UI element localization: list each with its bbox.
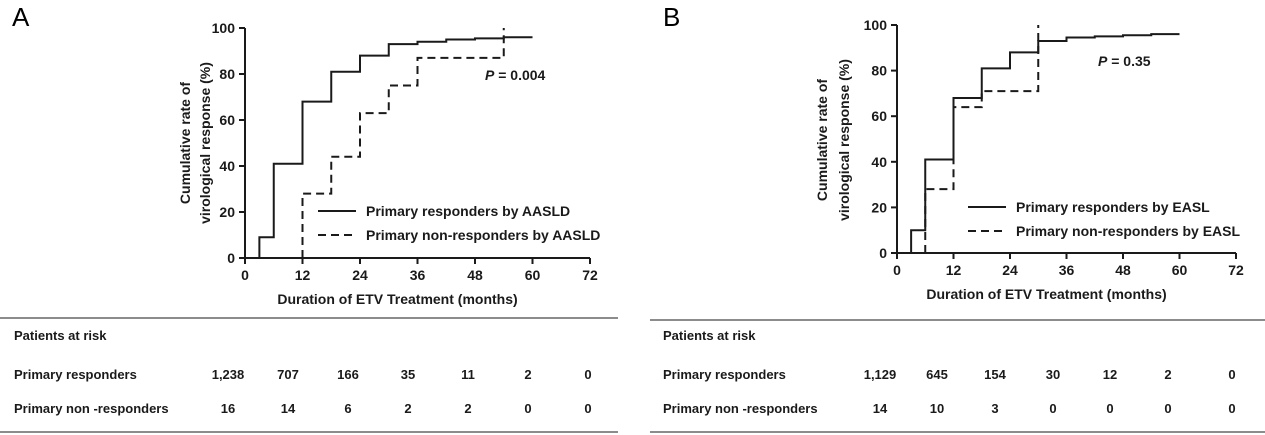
x-tick-label: 60 (1172, 262, 1188, 278)
risk-cell: 166 (337, 367, 359, 382)
risk-cell: 0 (584, 367, 591, 382)
risk-cell: 1,129 (864, 367, 897, 382)
x-tick-label: 0 (893, 262, 901, 278)
risk-cell: 2 (1164, 367, 1171, 382)
risk-cell: 0 (524, 401, 531, 416)
y-axis-title-line-1: Cumulative rate of (177, 82, 193, 204)
risk-cell: 14 (873, 401, 888, 416)
y-tick-label: 0 (227, 250, 235, 266)
x-tick-label: 36 (410, 267, 426, 283)
x-tick-label: 48 (467, 267, 483, 283)
x-tick-label: 24 (352, 267, 368, 283)
x-tick-label: 12 (946, 262, 962, 278)
risk-cell: 6 (344, 401, 351, 416)
legend-entry: Primary responders by AASLD (366, 203, 570, 219)
risk-cell: 11 (461, 367, 475, 382)
risk-cell: 154 (984, 367, 1006, 382)
risk-cell: 0 (584, 401, 591, 416)
legend-entry: Primary responders by EASL (1016, 199, 1210, 215)
risk-cell: 14 (281, 401, 296, 416)
x-axis-title: Duration of ETV Treatment (months) (926, 286, 1166, 302)
y-tick-label: 100 (864, 17, 888, 33)
risk-table: Patients at risk Primary responders 1,129 6… (650, 319, 1265, 433)
risk-cell: 3 (991, 401, 998, 416)
y-tick-label: 80 (219, 66, 235, 82)
y-tick-label: 40 (871, 154, 887, 170)
p-value-annotation: P = 0.35 (1098, 53, 1151, 69)
risk-cell: 0 (1228, 367, 1235, 382)
risk-table-header: Patients at risk (14, 328, 107, 343)
x-tick-label: 48 (1115, 262, 1131, 278)
risk-cell: 1,238 (212, 367, 245, 382)
risk-cell: 0 (1106, 401, 1113, 416)
x-tick-label: 0 (241, 267, 249, 283)
x-axis-title: Duration of ETV Treatment (months) (277, 291, 517, 307)
series-line-responders (258, 36, 533, 258)
x-tick-label: 72 (1228, 262, 1244, 278)
y-axis-title-line-1: Cumulative rate of (814, 79, 830, 201)
risk-cell: 30 (1046, 367, 1060, 382)
legend-entry: Primary non-responders by EASL (1016, 223, 1241, 239)
y-tick-label: 60 (219, 112, 235, 128)
risk-cell: 0 (1228, 401, 1235, 416)
x-tick-label: 24 (1002, 262, 1018, 278)
y-tick-label: 40 (219, 158, 235, 174)
panel-letter: B (663, 2, 680, 32)
y-tick-label: 100 (212, 20, 236, 36)
y-tick-label: 20 (219, 204, 235, 220)
risk-row-label: Primary non -responders (14, 401, 169, 416)
risk-cell: 2 (524, 367, 531, 382)
x-tick-label: 36 (1059, 262, 1075, 278)
y-tick-label: 0 (879, 245, 887, 261)
series-line-non-responders (924, 25, 1040, 253)
legend-entry: Primary non-responders by AASLD (366, 227, 600, 243)
y-tick-label: 60 (871, 108, 887, 124)
y-axis-title-line-2: virological response (%) (836, 59, 852, 221)
y-tick-label: 80 (871, 63, 887, 79)
risk-cell: 645 (926, 367, 948, 382)
risk-cell: 0 (1164, 401, 1171, 416)
risk-table-header: Patients at risk (663, 328, 756, 343)
risk-cell: 2 (464, 401, 471, 416)
risk-cell: 2 (404, 401, 411, 416)
x-tick-label: 12 (295, 267, 311, 283)
risk-cell: 10 (930, 401, 944, 416)
risk-row-label: Primary responders (663, 367, 786, 382)
x-tick-label: 72 (582, 267, 598, 283)
risk-cell: 0 (1049, 401, 1056, 416)
series-line-non-responders (301, 28, 505, 258)
risk-row-label: Primary responders (14, 367, 137, 382)
risk-cell: 707 (277, 367, 299, 382)
x-tick-label: 60 (525, 267, 541, 283)
panel-letter: A (12, 2, 30, 32)
risk-cell: 16 (221, 401, 235, 416)
risk-cell: 12 (1103, 367, 1117, 382)
risk-row-label: Primary non -responders (663, 401, 818, 416)
risk-cell: 35 (401, 367, 415, 382)
risk-table: Patients at risk Primary responders 1,238 7… (0, 317, 618, 433)
p-value-annotation: P = 0.004 (485, 67, 546, 83)
y-axis-title-line-2: virological response (%) (197, 62, 213, 224)
y-tick-label: 20 (871, 199, 887, 215)
